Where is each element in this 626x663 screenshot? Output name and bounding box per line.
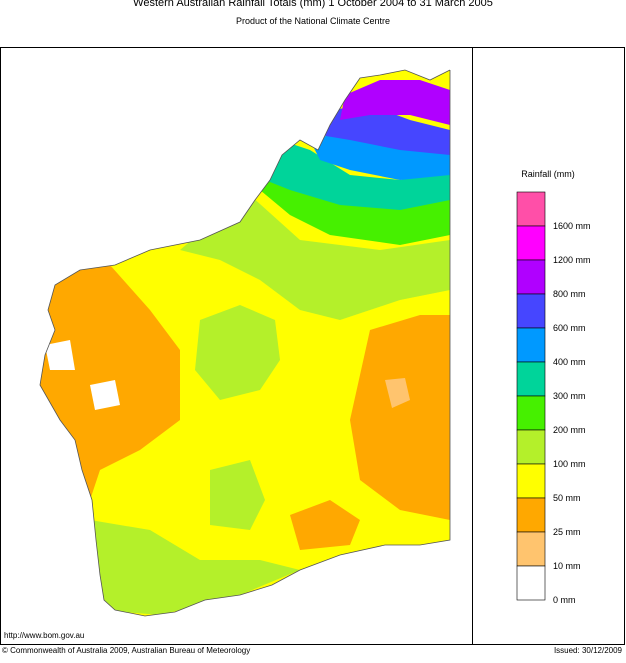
legend-swatch <box>516 565 546 601</box>
legend: 1600 mm 1200 mm 800 mm 600 mm 400 mm 300 mm 20… <box>516 191 591 605</box>
legend-swatch <box>516 327 546 363</box>
legend-label: 50 mm <box>553 493 581 503</box>
legend-swatch <box>516 497 546 533</box>
legend-label: 25 mm <box>553 527 581 537</box>
legend-swatch <box>516 191 546 227</box>
legend-label: 800 mm <box>553 289 586 299</box>
legend-label: 600 mm <box>553 323 586 333</box>
coastline <box>39 69 451 617</box>
legend-swatch <box>516 361 546 397</box>
title: Western Australian Rainfall Totals (mm) … <box>133 0 493 9</box>
subtitle: Product of the National Climate Centre <box>236 16 390 26</box>
footer-issued: Issued: 30/12/2009 <box>554 646 623 655</box>
footer-copyright: © Commonwealth of Australia 2009, Austra… <box>2 646 250 655</box>
rainfall-map <box>40 70 450 616</box>
legend-swatch <box>516 463 546 499</box>
legend-label: 200 mm <box>553 425 586 435</box>
legend-swatch <box>516 395 546 431</box>
legend-label: 0 mm <box>553 595 576 605</box>
legend-label: 1200 mm <box>553 255 591 265</box>
legend-label: 10 mm <box>553 561 581 571</box>
legend-label: 100 mm <box>553 459 586 469</box>
legend-label: 300 mm <box>553 391 586 401</box>
legend-swatch <box>516 259 546 295</box>
legend-swatch <box>516 225 546 261</box>
legend-swatch <box>516 531 546 567</box>
map-frame <box>0 47 625 645</box>
legend-label: 400 mm <box>553 357 586 367</box>
legend-label: 1600 mm <box>553 221 591 231</box>
legend-swatch <box>516 429 546 465</box>
legend-swatch <box>516 293 546 329</box>
footer-url: http://www.bom.gov.au <box>4 631 84 640</box>
legend-title: Rainfall (mm) <box>521 169 575 179</box>
